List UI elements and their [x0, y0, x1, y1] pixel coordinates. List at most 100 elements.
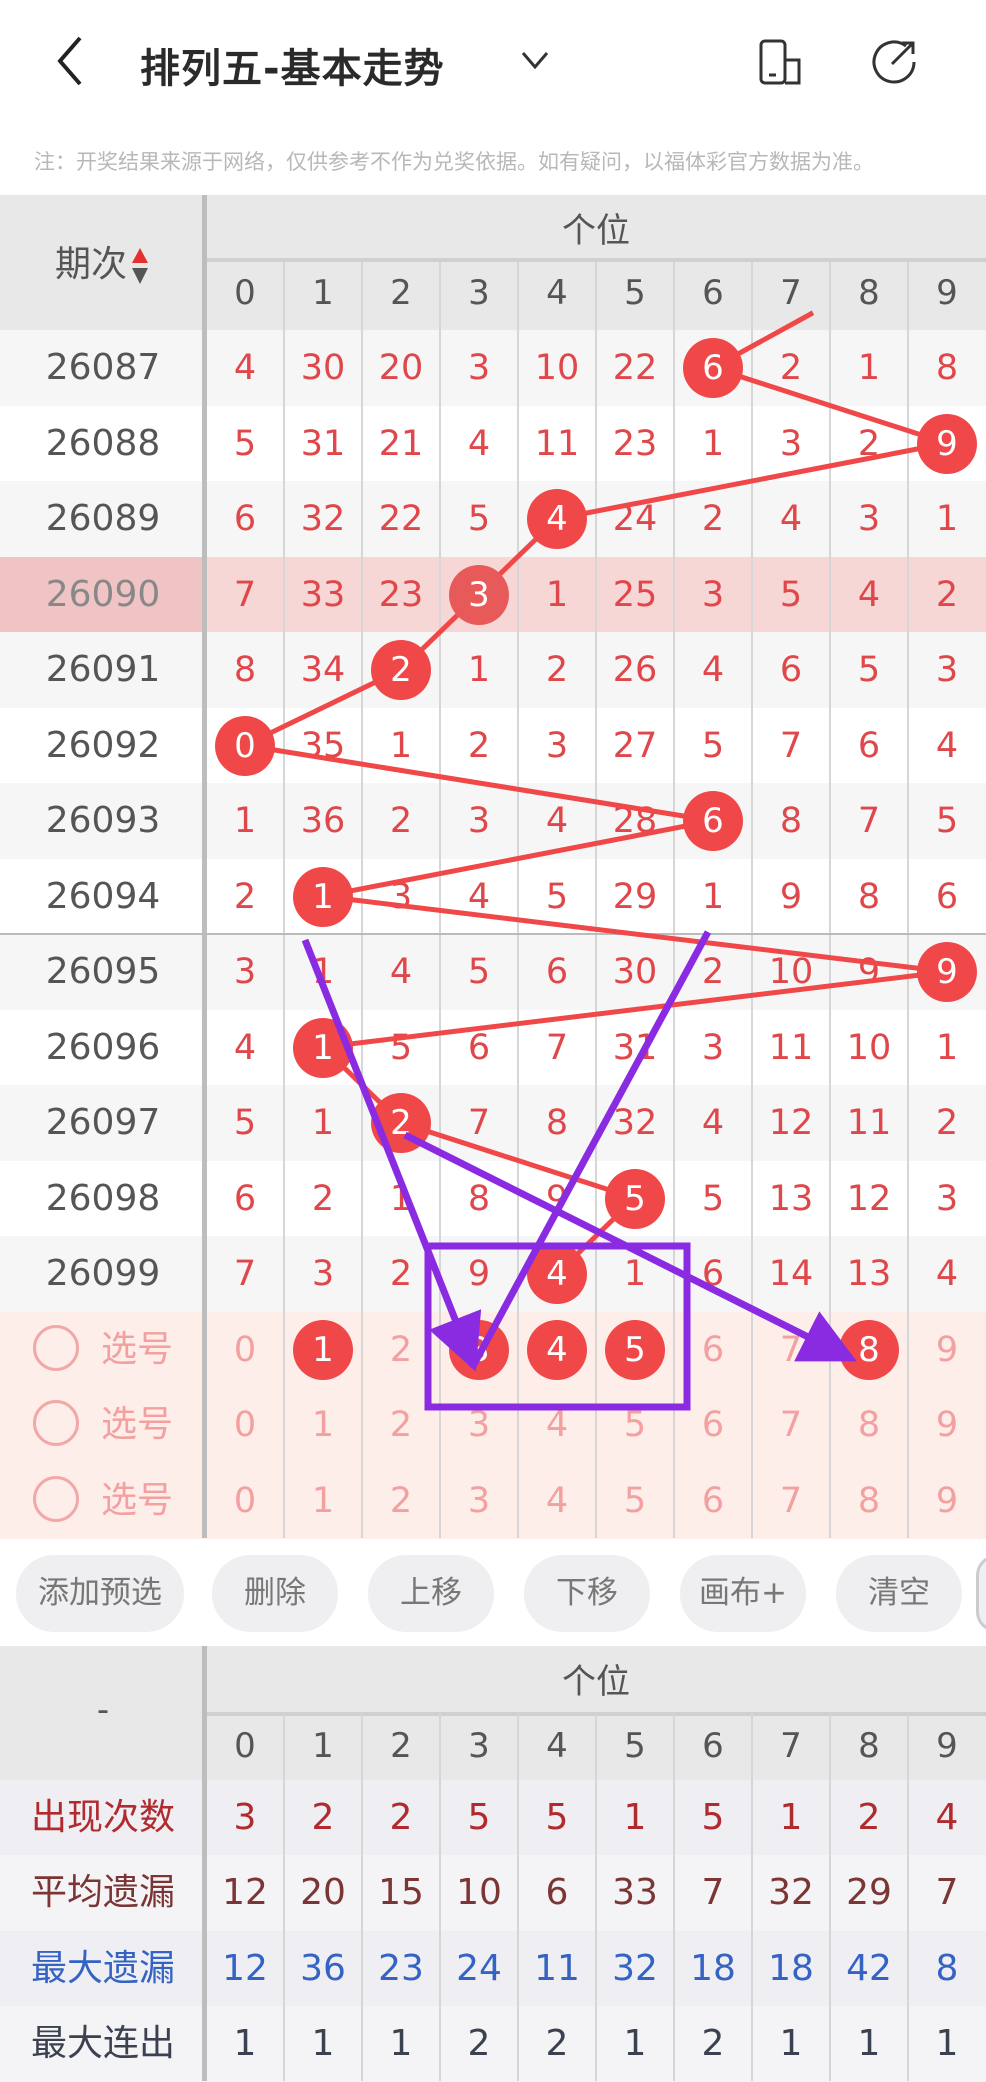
trend-row: 26090 7 33 23 3 1 25 3 5 4 2	[0, 556, 986, 633]
pick-digit[interactable]: 9	[935, 1405, 959, 1445]
omission-cell: 2	[701, 952, 725, 992]
pick-digit[interactable]: 2	[389, 1480, 413, 1521]
toolbar-button[interactable]: 上移	[368, 1555, 494, 1632]
selected-ball[interactable]: 8	[839, 1319, 899, 1380]
pick-digit[interactable]: 8	[857, 1405, 881, 1445]
omission-cell: 6	[233, 1178, 257, 1219]
column-divider	[283, 262, 285, 330]
omission-cell: 25	[612, 574, 658, 615]
pick-radio-icon[interactable]	[32, 1400, 79, 1446]
pick-digit[interactable]: 6	[701, 1329, 725, 1370]
sort-icon[interactable]	[129, 246, 151, 286]
pick-row-label[interactable]: 选号	[0, 1312, 206, 1388]
pick-digit[interactable]: 0	[233, 1329, 257, 1370]
trend-row: 26092 0 35 1 2 3 27 5 7 6 4	[0, 707, 986, 784]
pick-row-label[interactable]: 选号	[0, 1387, 206, 1463]
pick-digit[interactable]: 7	[779, 1480, 803, 1521]
digit-header: 7	[780, 273, 802, 313]
stats-value: 5	[701, 1797, 725, 1838]
digit-header: 9	[936, 273, 958, 313]
pick-digit[interactable]: 8	[857, 1480, 881, 1521]
pick-digit[interactable]: 9	[935, 1329, 959, 1370]
back-arrow-icon[interactable]	[50, 34, 90, 88]
group-divider	[0, 933, 986, 935]
column-divider	[829, 1713, 831, 1781]
pick-digit[interactable]: 5	[623, 1405, 647, 1445]
digit-header: 1	[312, 1726, 334, 1766]
ball-marker: 0	[215, 715, 275, 776]
toolbar-button[interactable]: 删除	[212, 1555, 338, 1632]
selected-ball[interactable]: 5	[605, 1319, 665, 1380]
trend-row: 26087 4 30 20 3 10 22 6 2 1 8	[0, 330, 986, 406]
digit-header: 1	[312, 273, 334, 313]
pick-digit[interactable]: 7	[779, 1329, 803, 1370]
pick-digit[interactable]: 7	[779, 1405, 803, 1445]
trend-row: 26089 6 32 22 5 4 24 2 4 3 1	[0, 481, 986, 557]
pick-digit[interactable]: 1	[311, 1480, 335, 1521]
column-divider	[829, 1780, 831, 2081]
pick-digit[interactable]: 5	[623, 1480, 647, 1521]
trend-row: 26091 8 34 2 1 2 26 4 6 5 3	[0, 632, 986, 708]
pick-digit[interactable]: 0	[233, 1405, 257, 1445]
pick-row-label[interactable]: 选号	[0, 1463, 206, 1539]
omission-cell: 5	[779, 574, 803, 615]
omission-cell: 5	[389, 1027, 413, 1068]
digit-header: 3	[468, 273, 490, 313]
pick-digit[interactable]: 4	[545, 1480, 569, 1521]
omission-cell: 30	[612, 952, 658, 992]
pick-digit[interactable]: 9	[935, 1480, 959, 1521]
omission-cell: 7	[779, 725, 803, 766]
pick-digit[interactable]: 2	[389, 1329, 413, 1370]
digit-header: 8	[858, 1726, 880, 1766]
omission-cell: 12	[768, 1103, 814, 1143]
column-divider	[751, 262, 753, 330]
pick-digit[interactable]: 4	[545, 1405, 569, 1445]
omission-cell: 6	[545, 952, 569, 992]
toolbar-button[interactable]: 下移	[524, 1555, 650, 1632]
stats-corner: -	[96, 1690, 110, 1730]
column-divider	[283, 1780, 285, 2081]
pick-radio-icon[interactable]	[32, 1475, 79, 1522]
column-divider	[907, 262, 909, 330]
omission-cell: 5	[233, 1103, 257, 1143]
omission-cell: 4	[857, 574, 881, 615]
omission-cell: 8	[545, 1103, 569, 1143]
period-label: 26088	[45, 422, 161, 464]
pick-radio-icon[interactable]	[32, 1324, 79, 1371]
pick-digit[interactable]: 2	[389, 1405, 413, 1445]
pick-digit[interactable]: 6	[701, 1405, 725, 1445]
device-icon[interactable]	[758, 38, 804, 86]
pick-digit[interactable]: 0	[233, 1480, 257, 1521]
column-divider	[361, 1780, 363, 2081]
pick-digit[interactable]: 3	[467, 1480, 491, 1521]
selected-ball[interactable]: 1	[293, 1319, 353, 1380]
selected-ball[interactable]: 3	[449, 1319, 509, 1380]
toolbar-button[interactable]: 清空	[836, 1555, 962, 1632]
chevron-down-icon[interactable]	[520, 48, 550, 72]
selected-ball[interactable]: 4	[527, 1319, 587, 1380]
share-icon[interactable]	[870, 38, 918, 86]
omission-cell: 4	[935, 1254, 959, 1294]
pick-digit[interactable]: 1	[311, 1405, 335, 1445]
omission-cell: 11	[534, 423, 580, 464]
period-label: 26099	[45, 1253, 161, 1294]
omission-cell: 8	[467, 1178, 491, 1219]
period-label: 26090	[0, 556, 206, 633]
stats-value: 12	[222, 1872, 268, 1914]
pick-digit[interactable]: 3	[467, 1405, 491, 1445]
stats-row-label: 出现次数	[30, 1797, 175, 1838]
column-divider	[439, 262, 441, 330]
omission-cell: 6	[779, 650, 803, 690]
digit-header: 9	[936, 1726, 958, 1766]
omission-cell: 3	[467, 801, 491, 841]
digit-header: 6	[702, 273, 724, 313]
omission-cell: 13	[846, 1254, 892, 1294]
toolbar-button[interactable]: 画布+	[680, 1555, 806, 1632]
toolbar-button[interactable]: 添加预选	[16, 1555, 184, 1632]
period-header[interactable]: 期次	[0, 235, 206, 287]
digit-header: 0	[234, 1726, 256, 1766]
more-button-partial[interactable]	[976, 1555, 986, 1632]
omission-cell: 10	[768, 952, 814, 992]
omission-cell: 2	[467, 725, 491, 766]
pick-digit[interactable]: 6	[701, 1480, 725, 1521]
